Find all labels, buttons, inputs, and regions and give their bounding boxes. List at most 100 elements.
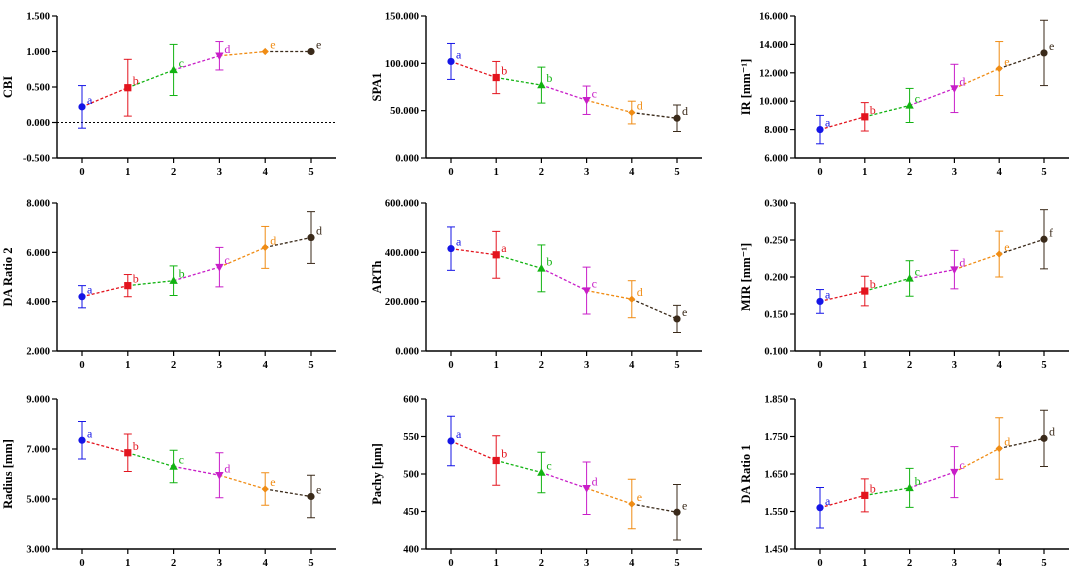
y-tick-label: 6.000 — [764, 154, 788, 165]
x-tick-label: 3 — [217, 360, 222, 371]
series-segment — [909, 471, 955, 489]
series-segment — [819, 116, 865, 131]
x-tick-label: 4 — [997, 167, 1003, 178]
series-segment — [864, 487, 910, 497]
y-tick-label: 14.000 — [759, 40, 788, 51]
chart-panel-da-ratio-1: 1.450 1.550 1.650 1.750 1.850 0 1 2 3 4 5 DA Ratio … — [739, 395, 1069, 567]
series-segment — [81, 439, 128, 454]
y-tick-label: 1.850 — [764, 395, 788, 406]
x-tick-label: 5 — [674, 360, 679, 371]
series-segment — [631, 503, 678, 513]
y-tick-label: 12.000 — [759, 68, 788, 79]
significance-label: e — [1004, 240, 1009, 254]
significance-label: a — [87, 426, 93, 440]
significance-label: b — [546, 254, 552, 268]
x-tick-label: 5 — [308, 360, 313, 371]
y-tick-label: 1.550 — [764, 507, 788, 518]
significance-label: a — [825, 494, 831, 508]
significance-label: b — [133, 439, 139, 453]
x-tick-label: 3 — [952, 167, 957, 178]
data-point — [1040, 434, 1048, 442]
y-tick-label: 1.650 — [764, 470, 788, 481]
data-point — [1040, 49, 1048, 57]
significance-label: c — [959, 458, 964, 472]
series-segment — [265, 236, 312, 249]
data-point — [78, 293, 86, 301]
x-tick-label: 0 — [448, 167, 453, 178]
series-segment — [586, 289, 632, 300]
significance-label: c — [224, 253, 229, 267]
significance-label: c — [915, 91, 920, 105]
series-segment — [541, 267, 587, 292]
significance-label: d — [224, 42, 230, 56]
series-segment — [909, 268, 955, 280]
x-tick-label: 1 — [494, 167, 499, 178]
y-axis-title: Radius [mm] — [1, 439, 15, 509]
significance-label: a — [825, 116, 831, 130]
x-tick-label: 0 — [817, 167, 822, 178]
y-tick-label: 400 — [403, 545, 419, 556]
significance-label: c — [592, 86, 597, 100]
x-tick-label: 4 — [629, 360, 635, 371]
y-tick-label: 1.450 — [764, 545, 788, 556]
x-tick-label: 4 — [997, 360, 1003, 371]
x-tick-label: 3 — [952, 558, 957, 567]
data-point — [905, 274, 914, 282]
data-point — [215, 52, 224, 61]
y-tick-label: 16.000 — [759, 12, 788, 23]
significance-label: b — [133, 74, 139, 88]
chart-panel-radius: 3.000 5.000 7.000 9.000 0 1 2 3 4 5 Radius [mm] a b c… — [1, 395, 336, 567]
series-segment — [173, 55, 220, 71]
series-segment — [127, 280, 174, 287]
series-segment — [127, 452, 174, 468]
significance-label: a — [501, 241, 507, 255]
x-tick-label: 1 — [125, 167, 130, 178]
data-point — [628, 108, 636, 117]
y-tick-label: 7.000 — [26, 445, 50, 456]
y-tick-label: 0.000 — [395, 347, 419, 358]
significance-label: a — [825, 287, 831, 301]
significance-label: b — [870, 103, 876, 117]
series-segment — [909, 87, 955, 107]
x-tick-label: 3 — [217, 167, 222, 178]
data-point — [861, 113, 869, 121]
y-tick-label: -0.500 — [23, 154, 50, 165]
y-axis-title: DA Ratio 2 — [1, 247, 15, 306]
data-point — [905, 483, 914, 492]
significance-label: e — [682, 498, 687, 512]
series-segment — [541, 84, 587, 101]
x-tick-label: 2 — [539, 167, 544, 178]
series-segment — [631, 298, 678, 320]
y-tick-label: 0.200 — [764, 273, 788, 284]
data-point — [447, 57, 455, 66]
x-tick-label: 0 — [79, 558, 84, 567]
series-segment — [219, 50, 266, 57]
series-segment — [450, 440, 497, 462]
series-segment — [954, 447, 1000, 473]
series-segment — [998, 238, 1045, 255]
significance-label: e — [270, 38, 275, 52]
data-point — [861, 287, 869, 295]
significance-label: d — [637, 99, 643, 113]
significance-label: a — [87, 283, 93, 297]
significance-label: e — [316, 483, 321, 497]
data-point — [950, 266, 959, 274]
x-tick-label: 5 — [1041, 167, 1046, 178]
significance-label: c — [179, 453, 184, 467]
data-point — [861, 491, 869, 499]
y-tick-label: 400.000 — [385, 248, 419, 259]
y-axis-title: SPA1 — [370, 73, 384, 102]
y-tick-label: 50.000 — [390, 106, 419, 117]
data-point — [261, 243, 269, 251]
series-segment — [541, 471, 587, 489]
y-axis-title: DA Ratio 1 — [739, 444, 753, 503]
data-point — [905, 101, 914, 109]
y-axis-title: CBI — [1, 76, 15, 98]
significance-label: b — [179, 267, 185, 281]
chart-panel-arth: 0.000 200.000 400.000 600.000 0 1 2 3 4 5 ARTh a a b c… — [370, 199, 702, 371]
y-axis-title: ARTh — [370, 261, 384, 294]
x-tick-label: 2 — [171, 558, 176, 567]
series-segment — [127, 69, 174, 89]
data-point — [995, 64, 1003, 73]
series-segment — [496, 76, 542, 86]
